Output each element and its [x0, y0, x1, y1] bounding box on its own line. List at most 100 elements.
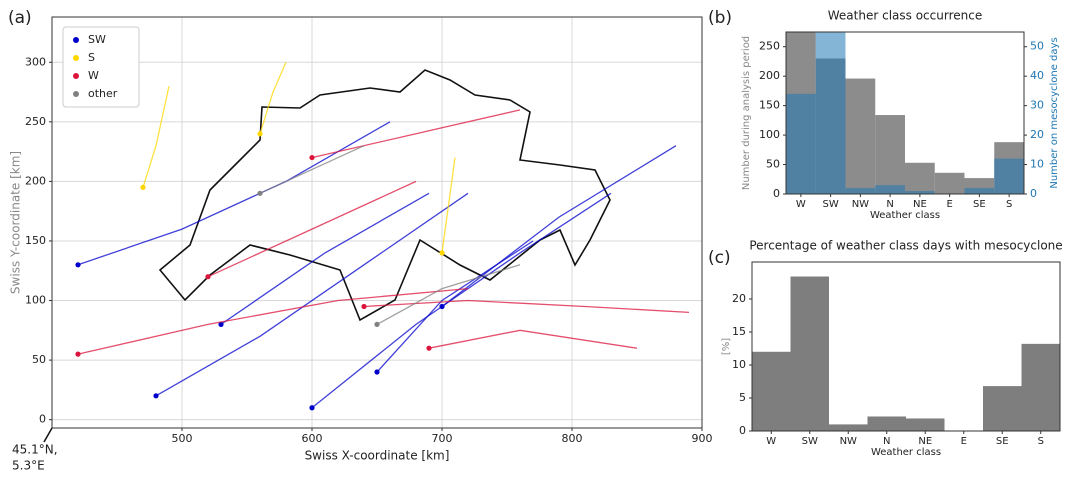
y2-tick-label: 40 — [1030, 69, 1044, 82]
track — [77, 287, 469, 355]
legend-marker — [73, 55, 79, 61]
track — [363, 299, 690, 314]
y-tick-label: 150 — [759, 99, 780, 112]
track-start — [205, 274, 211, 280]
y-axis-label: [%] — [721, 338, 732, 355]
x-tick-label: W — [766, 436, 776, 447]
x-tick-label: NW — [852, 199, 869, 210]
x-tick-label: N — [883, 436, 890, 447]
x-tick-label: NE — [913, 199, 927, 210]
y-tick-label: 50 — [766, 158, 780, 171]
bar — [905, 191, 935, 194]
swiss-border — [158, 69, 611, 322]
track-start — [309, 405, 315, 411]
annotation: 5.3°E — [12, 459, 45, 473]
bar — [905, 162, 935, 194]
x-tick-label: E — [946, 199, 952, 210]
track-start — [257, 190, 263, 196]
y2-tick-label: 20 — [1030, 128, 1044, 141]
y-axis-label: Swiss Y-coordinate [km] — [9, 151, 23, 294]
x-tick-label: E — [961, 436, 967, 447]
corner-pointer — [43, 427, 53, 443]
track-start — [218, 321, 224, 327]
track — [441, 157, 456, 253]
track — [220, 192, 430, 325]
bar — [964, 188, 995, 194]
bar — [845, 78, 876, 194]
chart-title: Weather class occurrence — [828, 9, 982, 23]
y-tick-label: 20 — [732, 292, 746, 305]
bar — [875, 185, 905, 194]
track-start — [75, 351, 81, 357]
x-axis-label: Weather class — [871, 447, 941, 458]
bar — [845, 188, 876, 194]
y-tick-label: 300 — [25, 55, 46, 68]
bar — [934, 172, 965, 194]
track-start — [75, 262, 81, 268]
x-tick-label: W — [796, 199, 806, 210]
track-start — [439, 303, 445, 310]
legend-label: S — [88, 51, 95, 64]
panel-label: (c) — [708, 248, 731, 268]
x-axis-label: Weather class — [870, 210, 940, 221]
x-tick-label: SE — [973, 199, 986, 210]
plot-frame — [785, 31, 1025, 195]
y2-tick-label: 50 — [1030, 40, 1044, 53]
plot-frame — [751, 261, 1061, 432]
y-tick-label: 0 — [739, 424, 746, 437]
bar — [983, 386, 1022, 431]
x-tick-label: S — [1038, 436, 1044, 447]
legend-box — [62, 26, 140, 108]
legend-marker — [73, 73, 79, 79]
track-start — [374, 369, 380, 375]
annotation: 45.1°N, — [12, 443, 58, 457]
y-tick-label: 0 — [773, 187, 780, 200]
y-tick-label: 200 — [759, 69, 780, 82]
y-tick-label: 10 — [732, 358, 746, 371]
x-tick-label: 700 — [432, 432, 453, 445]
track — [77, 121, 391, 266]
track — [207, 180, 417, 278]
legend-label: W — [88, 69, 99, 82]
track-start — [153, 393, 159, 399]
track-start — [374, 321, 380, 327]
bar — [875, 115, 905, 194]
track — [142, 85, 170, 188]
y2-axis-label: Number on mesocyclone days — [1049, 37, 1060, 188]
bar — [790, 276, 829, 431]
track — [311, 109, 521, 159]
legend-label: SW — [88, 33, 106, 46]
x-tick-label: 500 — [172, 432, 193, 445]
chart-title: Percentage of weather class days with me… — [749, 239, 1062, 253]
y-tick-label: 200 — [25, 174, 46, 187]
legend-marker — [73, 91, 79, 97]
y-tick-label: 250 — [25, 115, 46, 128]
track — [376, 264, 521, 325]
x-tick-label: SW — [823, 199, 839, 210]
x-tick-label: 900 — [692, 432, 713, 445]
y-tick-label: 250 — [759, 40, 780, 53]
panel-label: (a) — [8, 8, 32, 28]
y-tick-label: 50 — [32, 353, 46, 366]
track-start — [361, 303, 367, 310]
x-tick-label: NW — [840, 436, 857, 447]
bar — [815, 32, 846, 194]
track-start — [439, 250, 445, 256]
y2-tick-label: 10 — [1030, 158, 1044, 171]
y-tick-label: 5 — [739, 391, 746, 404]
x-tick-label: 600 — [302, 432, 323, 445]
x-tick-label: SE — [996, 436, 1009, 447]
x-tick-label: S — [1006, 199, 1012, 210]
x-axis-label: Swiss X-coordinate [km] — [305, 449, 450, 463]
y-tick-label: 100 — [759, 128, 780, 141]
x-tick-label: SW — [802, 436, 818, 447]
bar — [786, 93, 816, 194]
y2-tick-label: 0 — [1030, 187, 1037, 200]
x-tick-label: 800 — [562, 432, 583, 445]
legend-label: other — [88, 87, 118, 100]
bar — [1021, 343, 1060, 431]
panel-label: (b) — [708, 8, 732, 28]
